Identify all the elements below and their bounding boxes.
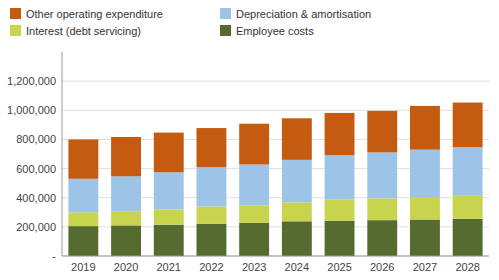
bar-segment	[197, 206, 227, 223]
grid-line	[62, 81, 489, 82]
x-tick-label: 2019	[71, 261, 95, 273]
bar-segment	[367, 220, 397, 256]
bar-segment	[239, 124, 269, 165]
bar-segment	[154, 225, 184, 256]
bar-segment	[367, 111, 397, 153]
bar-segment	[282, 202, 312, 221]
bar-segment	[325, 155, 355, 199]
bar-segment	[367, 152, 397, 198]
bar-segment	[453, 103, 483, 147]
bar-segment	[239, 223, 269, 256]
bar-segment	[282, 221, 312, 256]
chart: - 200,000 400,000 600,000 800,000 1,000,000 1,…	[0, 0, 499, 280]
legend-swatch	[10, 25, 21, 36]
bar-segment	[197, 128, 227, 167]
bar-segment	[197, 167, 227, 206]
bar-segment	[410, 220, 440, 256]
x-tick-label: 2021	[157, 261, 181, 273]
legend: Other operating expenditure Depreciation …	[10, 8, 371, 37]
bar-segment	[325, 200, 355, 221]
y-tick-label: 1,200,000	[7, 75, 56, 87]
y-tick-label: 200,000	[16, 221, 56, 233]
bar-segment	[111, 211, 141, 225]
bar-segment	[68, 179, 98, 213]
bar-segment	[154, 209, 184, 224]
x-axis-line	[62, 256, 489, 257]
bars	[68, 103, 482, 256]
bar-segment	[111, 225, 141, 256]
legend-label: Other operating expenditure	[26, 8, 163, 20]
x-tick-label: 2022	[199, 261, 223, 273]
bar-segment	[239, 164, 269, 205]
grid-line	[62, 256, 489, 257]
x-tick-label: 2028	[455, 261, 479, 273]
bar-segment	[111, 137, 141, 176]
legend-swatch	[220, 25, 231, 36]
x-tick-label: 2023	[242, 261, 266, 273]
bar-segment	[282, 118, 312, 160]
x-tick-label: 2020	[114, 261, 138, 273]
bar-segment	[453, 219, 483, 256]
x-tick-label: 2024	[285, 261, 309, 273]
y-axis-line	[62, 52, 63, 256]
y-tick-label: -	[52, 250, 56, 262]
x-tick-label: 2027	[413, 261, 437, 273]
x-tick-label: 2026	[370, 261, 394, 273]
bar-segment	[68, 212, 98, 226]
legend-label: Depreciation & amortisation	[236, 8, 371, 20]
bar-segment	[453, 196, 483, 219]
y-tick-label: 400,000	[16, 192, 56, 204]
bar-segment	[410, 197, 440, 220]
bar-segment	[154, 133, 184, 173]
legend-swatch	[10, 8, 21, 19]
bar-segment	[453, 147, 483, 196]
bar-segment	[197, 224, 227, 256]
bar-segment	[282, 160, 312, 203]
bar-segment	[68, 226, 98, 256]
y-tick-label: 800,000	[16, 133, 56, 145]
bar-segment	[367, 198, 397, 220]
bar-segment	[154, 172, 184, 209]
bar-segment	[239, 205, 269, 222]
x-tick-label: 2025	[327, 261, 351, 273]
legend-label: Employee costs	[236, 25, 314, 37]
bar-segment	[325, 221, 355, 256]
legend-swatch	[220, 8, 231, 19]
bar-segment	[111, 176, 141, 211]
grid	[62, 81, 489, 256]
y-tick-label: 1,000,000	[7, 104, 56, 116]
bar-segment	[410, 150, 440, 197]
bar-segment	[68, 139, 98, 178]
bar-segment	[410, 106, 440, 150]
y-tick-label: 600,000	[16, 163, 56, 175]
legend-label: Interest (debt servicing)	[26, 25, 141, 37]
bar-segment	[325, 113, 355, 155]
